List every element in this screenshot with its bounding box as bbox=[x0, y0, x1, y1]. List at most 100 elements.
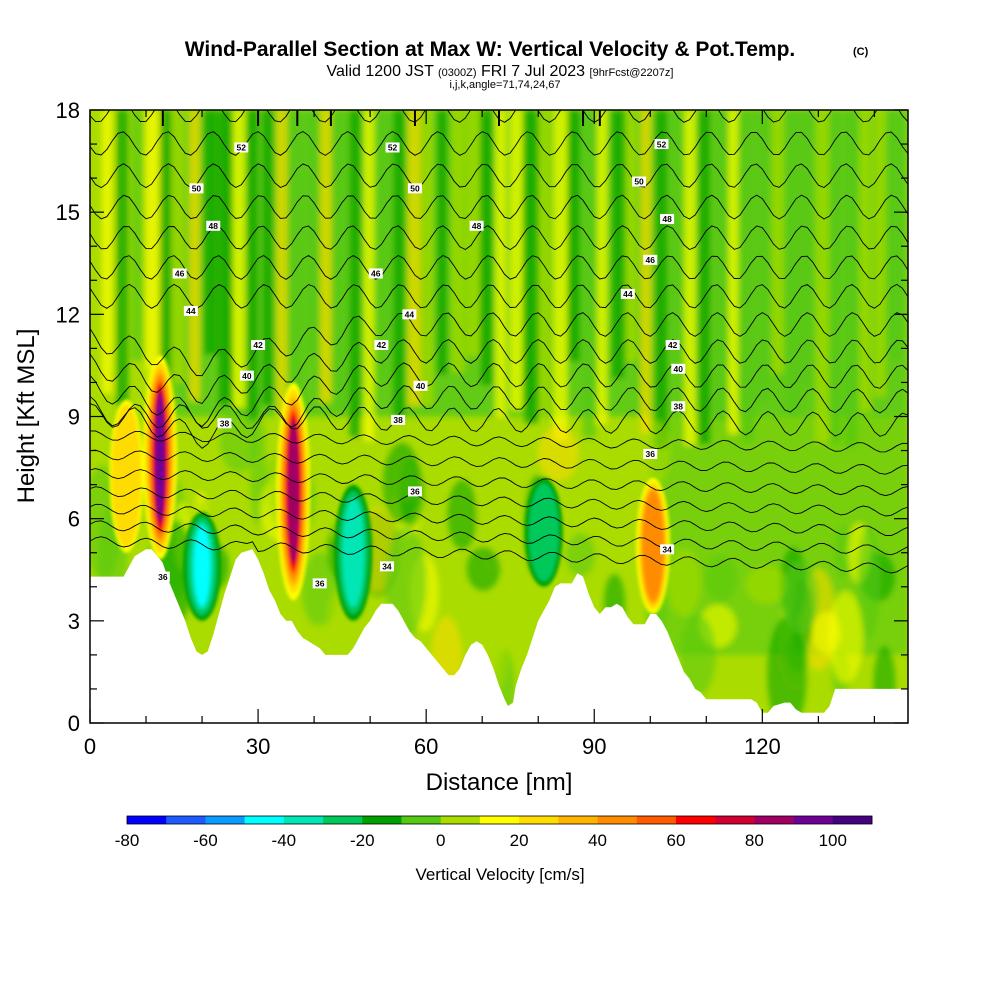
colorbar-swatch bbox=[166, 816, 206, 824]
plot-area: 52 52 52 50 50 50 48 48 48 46 46 46 44 44 44 42 42 42 40 40… bbox=[90, 110, 908, 723]
theta-contour bbox=[90, 403, 908, 437]
contour-label-text: 48 bbox=[209, 221, 219, 231]
wave-stripe bbox=[436, 110, 448, 375]
colorbar-tick-label: 80 bbox=[745, 831, 764, 850]
wave-stripe bbox=[553, 110, 568, 442]
contour-label: 52 bbox=[385, 142, 400, 153]
contour-label: 42 bbox=[251, 339, 266, 350]
contour-label-bg bbox=[469, 220, 484, 231]
field-blob bbox=[382, 442, 422, 524]
contour-label-text: 52 bbox=[388, 143, 398, 153]
updraft-core bbox=[155, 394, 165, 520]
theta-contour bbox=[90, 503, 908, 536]
subtitle-utc: (0300Z) bbox=[438, 67, 477, 79]
contour-label-text: 42 bbox=[668, 340, 678, 350]
contour-label-text: 36 bbox=[158, 572, 168, 582]
contour-label-bg bbox=[368, 268, 383, 279]
wave-stripe bbox=[160, 110, 173, 443]
y-axis-label: Height [Kft MSL] bbox=[13, 329, 40, 504]
wave-stripe bbox=[422, 110, 434, 406]
contour-label-text: 46 bbox=[371, 269, 381, 279]
wave-stripe bbox=[684, 110, 696, 446]
y-tick-label: 12 bbox=[56, 302, 80, 327]
colorbar-swatch bbox=[754, 816, 794, 824]
downdraft-core bbox=[342, 498, 365, 608]
contour-label-bg bbox=[312, 578, 327, 589]
x-tick-label: 0 bbox=[84, 734, 96, 759]
wave-stripe bbox=[742, 110, 755, 442]
colorbar-tick-label: 0 bbox=[436, 831, 445, 850]
contour-label: 52 bbox=[234, 142, 249, 153]
contour-label-text: 48 bbox=[662, 214, 672, 224]
wave-stripe bbox=[873, 110, 886, 397]
contour-label: 36 bbox=[407, 486, 422, 497]
wave-stripe bbox=[626, 110, 638, 362]
colorbar-swatch bbox=[401, 816, 441, 824]
colorbar-tick-label: -40 bbox=[272, 831, 297, 850]
contour-label-bg bbox=[172, 268, 187, 279]
theta-contour bbox=[90, 225, 908, 251]
y-tick-label: 0 bbox=[68, 711, 80, 736]
subtitle-main: Valid 1200 JST bbox=[327, 63, 435, 80]
contour-label: 46 bbox=[368, 268, 383, 279]
field-blob bbox=[667, 549, 701, 616]
theta-contour bbox=[90, 338, 908, 405]
subtitle-date: FRI 7 Jul 2023 bbox=[481, 63, 585, 80]
contour-label: 42 bbox=[665, 339, 680, 350]
colorbar-swatch bbox=[832, 816, 873, 824]
contour-label: 50 bbox=[407, 183, 422, 194]
field-blob bbox=[679, 614, 716, 696]
colorbar: -80 -60 -40 -20 0 20 40 60 80 100 bbox=[115, 815, 873, 850]
contour-label: 40 bbox=[671, 363, 686, 374]
chart-subtitle-2: i,j,k,angle=71,74,24,67 bbox=[449, 79, 560, 91]
wave-stripe bbox=[174, 110, 186, 382]
contour-label-bg bbox=[234, 142, 249, 153]
wave-stripe bbox=[451, 110, 465, 373]
field-blob bbox=[834, 525, 853, 579]
wave-stripe bbox=[262, 110, 273, 406]
wave-stripe bbox=[888, 110, 902, 359]
contour-label-text: 38 bbox=[220, 419, 230, 429]
x-tick-label: 30 bbox=[246, 734, 270, 759]
wave-stripe bbox=[801, 110, 813, 386]
wave-stripe bbox=[305, 110, 317, 356]
contour-label: 50 bbox=[189, 183, 204, 194]
wave-stripe bbox=[465, 110, 480, 356]
field-blob bbox=[704, 555, 738, 602]
contour-label: 40 bbox=[413, 380, 428, 391]
theta-contour bbox=[90, 283, 908, 309]
colorbar-swatch bbox=[283, 816, 324, 824]
wave-stripe bbox=[538, 110, 552, 414]
contour-label: 42 bbox=[374, 339, 389, 350]
contour-label-bg bbox=[407, 486, 422, 497]
wave-stripe bbox=[597, 110, 608, 424]
field-blob bbox=[537, 426, 579, 481]
colorbar-swatch bbox=[636, 816, 677, 824]
contour-label: 44 bbox=[620, 288, 635, 299]
contour-label-bg bbox=[374, 339, 389, 350]
contour-label: 34 bbox=[379, 561, 394, 572]
contour-label: 40 bbox=[239, 370, 254, 381]
wave-stripe bbox=[859, 110, 872, 413]
downdraft-core bbox=[528, 483, 559, 582]
theta-contour bbox=[90, 362, 908, 428]
theta-contour bbox=[90, 254, 908, 280]
x-tick-label: 60 bbox=[414, 734, 438, 759]
colorbar-tick-label: -20 bbox=[350, 831, 375, 850]
contour-label: 36 bbox=[312, 578, 327, 589]
contour-label-text: 42 bbox=[377, 340, 387, 350]
contour-label-bg bbox=[632, 176, 647, 187]
downdraft-core bbox=[194, 527, 210, 606]
colorbar-swatch bbox=[597, 816, 638, 824]
contour-label-bg bbox=[660, 213, 675, 224]
contour-label: 50 bbox=[632, 176, 647, 187]
colorbar-swatch bbox=[127, 816, 167, 824]
wave-stripe bbox=[509, 110, 523, 411]
colorbar-swatch bbox=[793, 816, 834, 824]
contour-label-text: 36 bbox=[646, 449, 656, 459]
contour-label-bg bbox=[671, 363, 686, 374]
contour-label-text: 42 bbox=[253, 340, 263, 350]
contour-label-bg bbox=[654, 139, 669, 150]
contour-label-bg bbox=[251, 339, 266, 350]
wave-stripe bbox=[189, 110, 200, 401]
